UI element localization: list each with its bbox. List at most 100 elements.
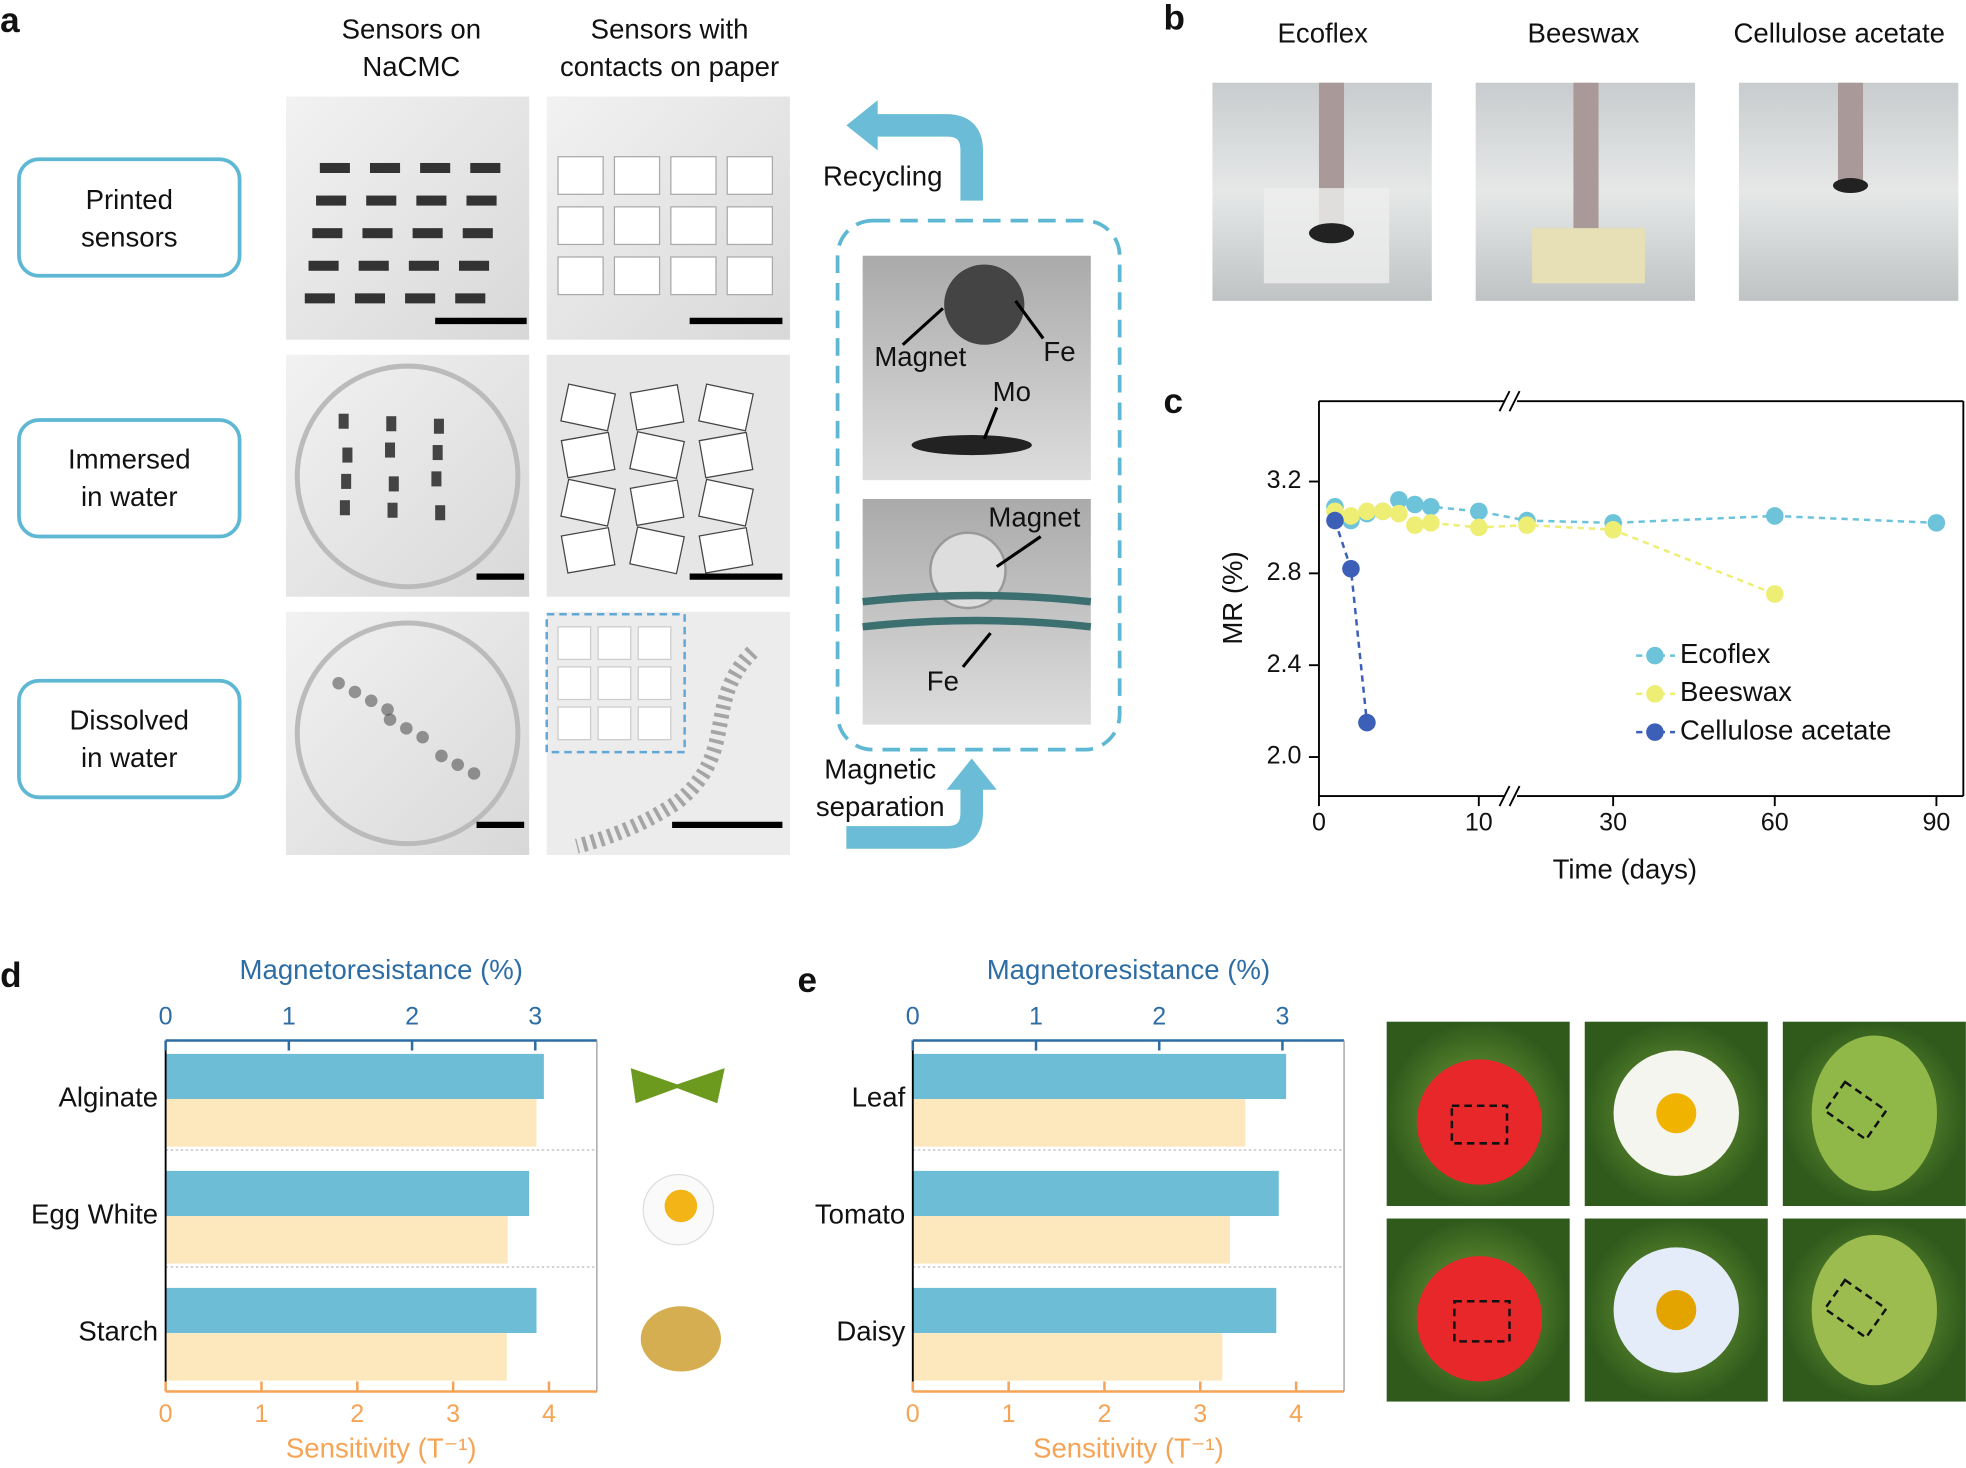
sample-label: Ecoflex [1278,17,1369,48]
sensor-contact [629,479,685,527]
series-line [1333,520,1369,723]
column-header: contacts on paper [560,51,779,82]
bar [912,1216,1231,1264]
sensor-contact [698,526,754,574]
sensor-contact [560,383,617,432]
data-point [1470,518,1488,537]
substrate [557,626,592,661]
sensor [416,195,447,206]
bar [912,1170,1279,1217]
fragment [348,685,362,699]
column-header: Sensors with [591,14,749,45]
sensor-contact [557,256,604,296]
x2-axis-label: Sensitivity (T⁻¹) [1033,1433,1224,1464]
y-tick-label: 2.4 [1267,650,1302,678]
x2-tick-label: 2 [1097,1400,1111,1428]
data-point [1374,502,1392,521]
x-tick-label: 0 [1312,808,1326,836]
axis-break [1498,390,1511,412]
axis-break [1498,785,1511,807]
x-tick-label: 2 [1152,1003,1166,1031]
dish [294,620,521,847]
fragment [451,758,464,771]
x2-tick-label: 1 [1002,1400,1016,1428]
sensor-contact [629,526,686,575]
photo-label: Fe [927,666,959,697]
row-box [17,418,242,539]
y-tick-label: 2.8 [1267,558,1302,586]
legend-label: Ecoflex [1680,638,1771,669]
panel-label: c [1164,382,1184,421]
tomato [1416,1256,1543,1382]
x-tick-label: 90 [1922,808,1950,836]
substrate [597,666,632,701]
data-point [1604,520,1622,539]
data-point [1390,504,1408,523]
sensor-contact [698,478,754,527]
x-tick-label: 0 [159,1003,173,1031]
sensor [366,195,397,206]
bar [912,1287,1277,1334]
data-point [1927,514,1946,532]
legend-marker [1646,685,1664,703]
x2-tick-label: 3 [446,1400,460,1428]
x-tick-label: 60 [1761,808,1789,836]
data-point [1765,507,1784,525]
fragment [339,500,350,516]
row-label: in water [81,481,178,512]
row-label: Immersed [68,444,191,475]
substrate [637,666,672,701]
substrate [557,706,592,741]
data-point [1342,559,1360,578]
sensor-contact [557,156,604,195]
data-point [1406,516,1424,534]
leaf [1811,1035,1938,1191]
sensor [466,195,497,206]
substrate [597,626,632,661]
residue [574,646,758,854]
x2-tick-label: 2 [350,1400,364,1428]
recycling-label: Recycling [823,160,942,191]
x-tick-label: 3 [1275,1003,1289,1031]
data-point [1406,495,1424,514]
bar [165,1170,530,1217]
dish-rim [862,591,1092,631]
row-label: sensors [81,222,178,253]
substrate [557,666,592,701]
panel-label: a [0,1,20,40]
x2-tick-label: 0 [159,1400,173,1428]
y-tick-label: 3.2 [1267,466,1302,494]
sensor [462,228,493,239]
inset-box [545,613,686,754]
data-point [1358,502,1376,521]
sensor-contact [629,430,686,480]
x2-tick-label: 0 [906,1400,920,1428]
sensor [312,228,343,239]
axis-break [1508,390,1521,412]
fragment [416,730,429,744]
category-label: Alginate [59,1081,159,1112]
separation-label: Magnetic [824,753,936,784]
ribbon [1573,82,1599,234]
sensor-contact [726,256,774,296]
bar [165,1287,537,1334]
fragment [342,447,353,463]
bar [165,1216,508,1264]
series-line [1334,510,1776,596]
photo-label: Magnet [988,501,1080,532]
photo-label: Mo [993,376,1031,407]
sensor [358,260,389,271]
fragment [332,676,345,690]
daisy-center [1656,1093,1697,1134]
data-point [1765,585,1784,603]
x2-axis-label: Sensitivity (T⁻¹) [286,1433,477,1464]
sensor-contact [698,383,754,432]
mo-powder [911,435,1032,456]
row-box [17,678,242,800]
row-label: Printed [86,184,173,215]
sensor-contact [560,431,616,479]
recycling-arrow [871,114,984,201]
x-tick-label: 30 [1599,808,1627,836]
leaf [1811,1234,1938,1386]
bar [165,1099,537,1147]
